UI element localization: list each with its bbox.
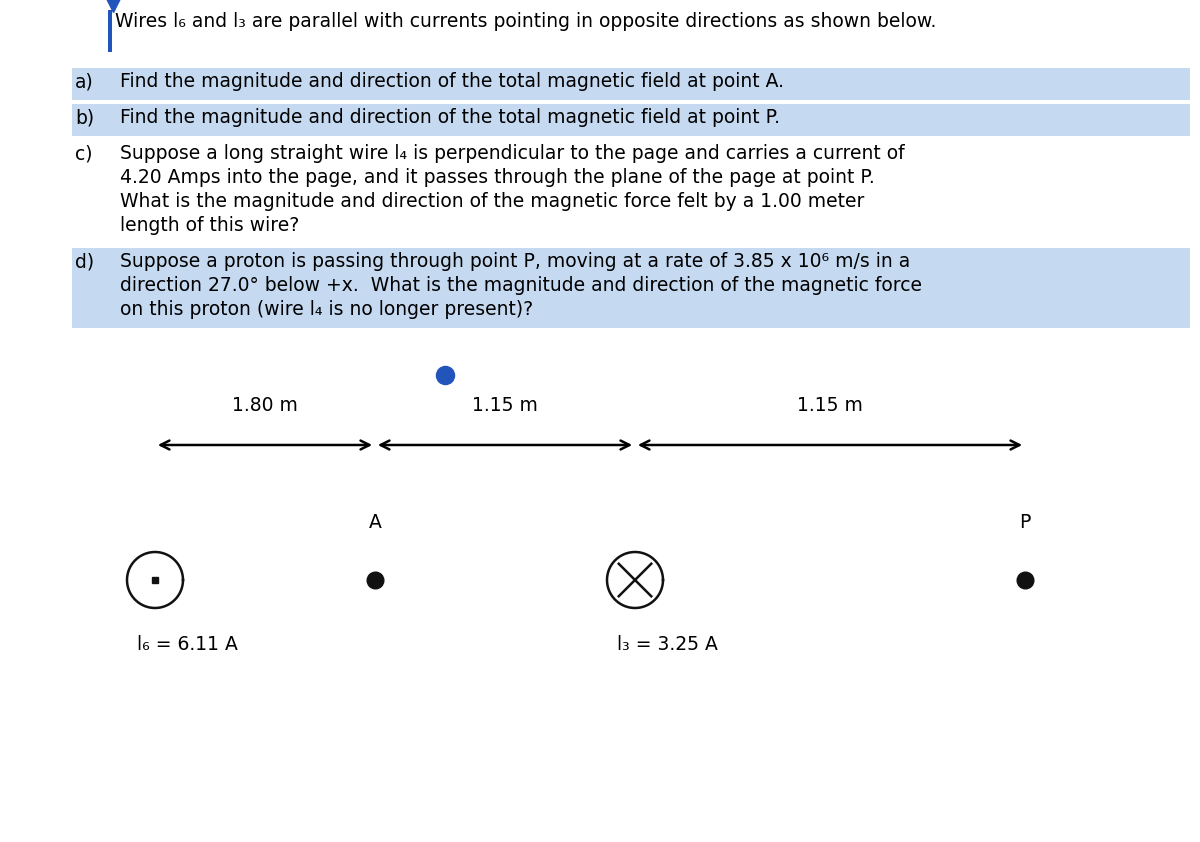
Text: on this proton (wire l₄ is no longer present)?: on this proton (wire l₄ is no longer pre… xyxy=(120,300,533,319)
Text: b): b) xyxy=(74,108,94,127)
Bar xyxy=(108,10,112,52)
Text: l₆ = 6.11 A: l₆ = 6.11 A xyxy=(137,635,238,654)
Text: c): c) xyxy=(74,144,92,163)
Text: P: P xyxy=(1019,513,1031,532)
Text: A: A xyxy=(368,513,382,532)
Text: Find the magnitude and direction of the total magnetic field at point P.: Find the magnitude and direction of the … xyxy=(120,108,780,127)
Text: Suppose a long straight wire l₄ is perpendicular to the page and carries a curre: Suppose a long straight wire l₄ is perpe… xyxy=(120,144,905,163)
Text: What is the magnitude and direction of the magnetic force felt by a 1.00 meter: What is the magnitude and direction of t… xyxy=(120,192,864,211)
Text: 4.20 Amps into the page, and it passes through the plane of the page at point P.: 4.20 Amps into the page, and it passes t… xyxy=(120,168,875,187)
Text: 1.80 m: 1.80 m xyxy=(232,396,298,415)
Text: l₃ = 3.25 A: l₃ = 3.25 A xyxy=(617,635,718,654)
Bar xyxy=(72,68,1190,100)
Text: a): a) xyxy=(74,72,94,91)
Bar xyxy=(72,104,1190,136)
Text: d): d) xyxy=(74,252,94,271)
Text: Wires l₆ and l₃ are parallel with currents pointing in opposite directions as sh: Wires l₆ and l₃ are parallel with curren… xyxy=(115,12,936,31)
Text: Suppose a proton is passing through point P, moving at a rate of 3.85 x 10⁶ m/s : Suppose a proton is passing through poin… xyxy=(120,252,911,271)
Text: Find the magnitude and direction of the total magnetic field at point A.: Find the magnitude and direction of the … xyxy=(120,72,784,91)
Text: 1.15 m: 1.15 m xyxy=(797,396,863,415)
Bar xyxy=(72,248,1190,328)
Text: 1.15 m: 1.15 m xyxy=(472,396,538,415)
Text: length of this wire?: length of this wire? xyxy=(120,216,299,235)
Text: direction 27.0° below +x.  What is the magnitude and direction of the magnetic f: direction 27.0° below +x. What is the ma… xyxy=(120,276,922,295)
